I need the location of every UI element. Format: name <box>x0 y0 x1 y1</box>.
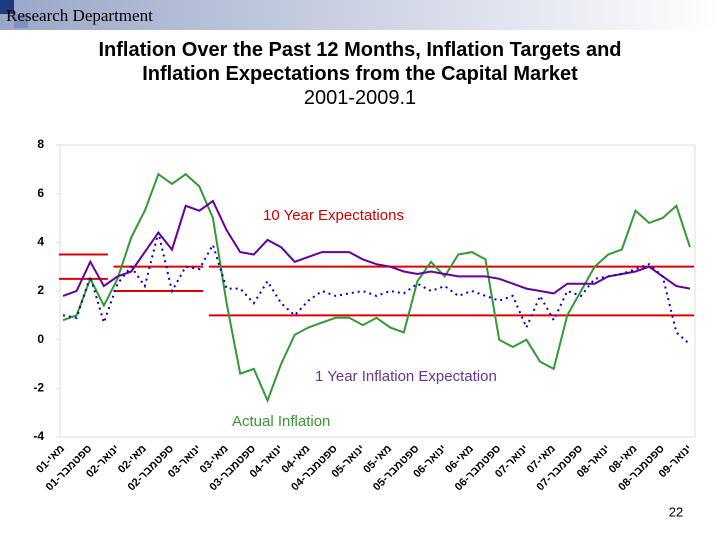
chart-title: Inflation Over the Past 12 Months, Infla… <box>98 39 622 85</box>
y-tick-label: 0 <box>37 332 44 346</box>
header-square <box>0 0 14 14</box>
series-line <box>62 199 691 297</box>
y-tick-label: 6 <box>37 186 44 200</box>
y-tick-label: 2 <box>37 283 44 297</box>
series-label: Actual Inflation <box>232 413 330 430</box>
series-label: 10 Year Expectations <box>263 207 404 224</box>
plot: -4-202468מאי-01ספטמבר-01ינואר-02מאי-02ספ… <box>33 137 694 493</box>
chart-subtitle: 2001-2009.1 <box>303 87 417 109</box>
header-square <box>14 14 28 28</box>
y-tick-label: 4 <box>37 235 44 249</box>
header-bar <box>0 0 720 30</box>
y-tick-label: -2 <box>33 381 44 395</box>
series-line <box>62 232 691 346</box>
series-label: 1 Year Inflation Expectation <box>315 368 497 385</box>
y-tick-label: 8 <box>37 137 44 151</box>
department: Research Department <box>6 6 153 25</box>
y-tick-label: -4 <box>33 429 44 443</box>
title-box: Inflation Over the Past 12 Months, Infla… <box>98 39 622 109</box>
page-number: 22 <box>669 504 683 519</box>
